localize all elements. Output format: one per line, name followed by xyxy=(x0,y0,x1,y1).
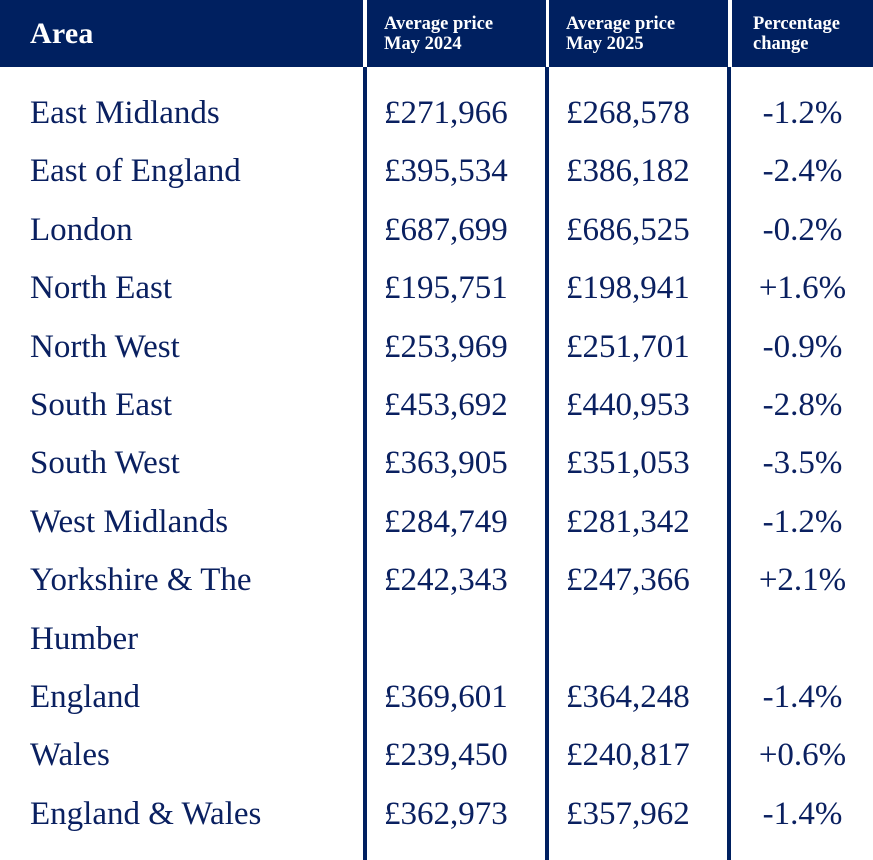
column-divider xyxy=(727,67,731,860)
area-cell: England xyxy=(30,678,140,715)
change-cell: -1.4% xyxy=(762,678,843,715)
price-2025-cell: £281,342 xyxy=(566,503,690,540)
area-cell: England & Wales xyxy=(30,795,262,832)
header-price-2024: Average price May 2024 xyxy=(367,0,546,67)
area-cell: London xyxy=(30,211,133,248)
area-cell: Yorkshire & The Humber xyxy=(30,562,252,657)
table-row: East of England £395,534 £386,182 -2.4% xyxy=(0,142,873,200)
price-2025-cell: £440,953 xyxy=(566,386,690,423)
area-cell: Wales xyxy=(30,737,110,774)
change-cell: +0.6% xyxy=(758,737,847,774)
change-cell: +1.6% xyxy=(758,270,847,307)
header-price-2024-line2: May 2024 xyxy=(384,34,462,54)
table-row: East Midlands £271,966 £268,578 -1.2% xyxy=(0,84,873,142)
change-cell: -3.5% xyxy=(762,445,843,482)
price-2025-cell: £686,525 xyxy=(566,211,690,248)
header-area-label: Area xyxy=(30,17,94,50)
price-2025-cell: £247,366 xyxy=(566,562,690,599)
price-2024-cell: £195,751 xyxy=(384,270,508,307)
header-change: Percentage change xyxy=(732,0,873,67)
header-change-line1: Percentage xyxy=(753,14,840,34)
price-2024-cell: £362,973 xyxy=(384,795,508,832)
price-2025-cell: £351,053 xyxy=(566,445,690,482)
area-cell: East of England xyxy=(30,153,241,190)
price-2024-cell: £284,749 xyxy=(384,503,508,540)
price-2025-cell: £198,941 xyxy=(566,270,690,307)
header-change-line2: change xyxy=(753,34,809,54)
table-row: Wales £239,450 £240,817 +0.6% xyxy=(0,726,873,784)
change-cell: -0.2% xyxy=(762,211,843,248)
price-2025-cell: £251,701 xyxy=(566,328,690,365)
column-divider xyxy=(363,67,367,860)
price-2025-cell: £240,817 xyxy=(566,737,690,774)
table-row: South East £453,692 £440,953 -2.8% xyxy=(0,376,873,434)
area-cell: West Midlands xyxy=(30,503,229,540)
change-cell: -1.2% xyxy=(762,503,843,540)
table-row: North East £195,751 £198,941 +1.6% xyxy=(0,259,873,317)
header-price-2024-line1: Average price xyxy=(384,14,494,34)
header-price-2025-line1: Average price xyxy=(566,14,676,34)
change-cell: -1.4% xyxy=(762,795,843,832)
column-divider xyxy=(545,67,549,860)
price-2025-cell: £364,248 xyxy=(566,678,690,715)
area-cell: East Midlands xyxy=(30,95,220,131)
table-body: East Midlands £271,966 £268,578 -1.2% Ea… xyxy=(0,84,873,843)
price-2024-cell: £687,699 xyxy=(384,211,508,248)
area-cell: South East xyxy=(30,386,173,423)
price-2024-cell: £242,343 xyxy=(384,562,508,599)
header-price-2025-line2: May 2025 xyxy=(566,34,644,54)
price-2024-cell: £253,969 xyxy=(384,328,508,365)
change-cell: -0.9% xyxy=(762,328,843,365)
area-cell: North East xyxy=(30,270,173,307)
table-row: Yorkshire & The Humber £242,343 £247,366… xyxy=(0,551,873,668)
change-cell: -2.4% xyxy=(762,153,843,190)
price-2025-cell: £357,962 xyxy=(566,795,690,832)
area-cell: North West xyxy=(30,328,180,365)
price-2025-cell: £386,182 xyxy=(566,153,690,190)
table-row: North West £253,969 £251,701 -0.9% xyxy=(0,318,873,376)
price-2024-cell: £239,450 xyxy=(384,737,508,774)
price-2024-cell: £369,601 xyxy=(384,678,508,715)
change-cell: -1.2% xyxy=(762,95,843,131)
price-2024-cell: £395,534 xyxy=(384,153,508,190)
change-cell: +2.1% xyxy=(758,562,847,599)
area-cell: South West xyxy=(30,445,180,482)
price-2025-cell: £268,578 xyxy=(566,95,690,131)
table-row: South West £363,905 £351,053 -3.5% xyxy=(0,434,873,492)
header-area: Area xyxy=(0,0,363,67)
table-row: West Midlands £284,749 £281,342 -1.2% xyxy=(0,493,873,551)
table-row: London £687,699 £686,525 -0.2% xyxy=(0,201,873,259)
table-row: England & Wales £362,973 £357,962 -1.4% xyxy=(0,785,873,843)
header-price-2025: Average price May 2025 xyxy=(549,0,728,67)
table-row: England £369,601 £364,248 -1.4% xyxy=(0,668,873,726)
price-2024-cell: £453,692 xyxy=(384,386,508,423)
price-2024-cell: £363,905 xyxy=(384,445,508,482)
change-cell: -2.8% xyxy=(762,386,843,423)
price-2024-cell: £271,966 xyxy=(384,95,508,131)
